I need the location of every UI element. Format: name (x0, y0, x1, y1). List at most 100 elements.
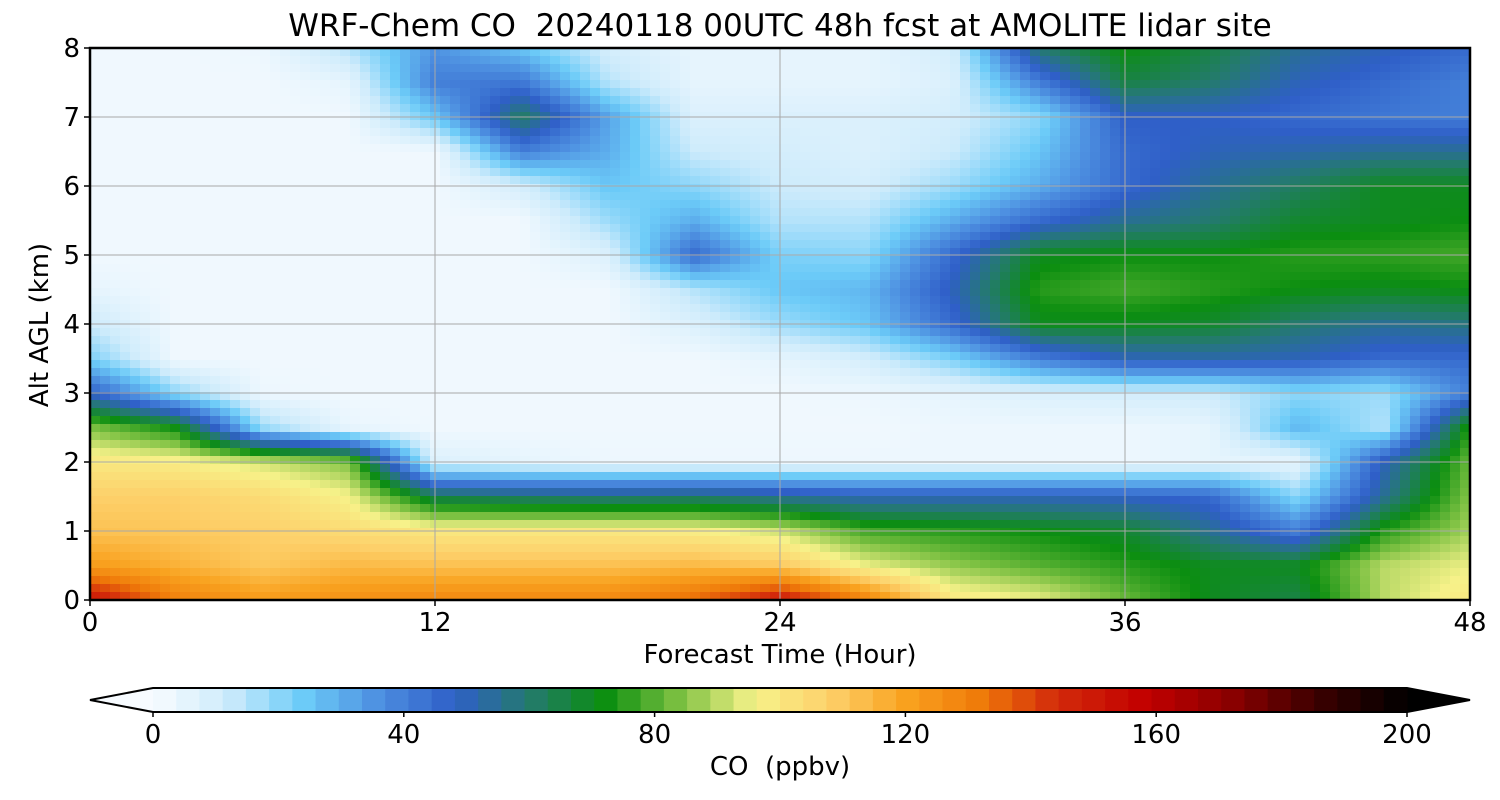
heat-cell (270, 248, 281, 257)
heat-cell (1090, 56, 1101, 65)
heat-cell (660, 280, 671, 289)
heat-cell (600, 80, 611, 89)
heat-cell (530, 104, 541, 113)
heat-cell (1030, 248, 1041, 257)
heat-cell (850, 144, 861, 153)
heat-cell (780, 136, 791, 145)
heat-cell (700, 200, 711, 209)
heat-cell (420, 112, 431, 121)
heat-cell (200, 288, 211, 297)
heat-cell (410, 168, 421, 177)
heat-cell (650, 328, 661, 337)
heat-cell (520, 248, 531, 257)
heat-cell (400, 96, 411, 105)
heat-cell (1310, 48, 1321, 57)
heat-cell (1250, 88, 1261, 97)
heat-cell (1300, 192, 1311, 201)
heat-cell (130, 176, 141, 185)
heat-cell (1320, 64, 1331, 73)
heat-cell (100, 224, 111, 233)
heat-cell (500, 256, 511, 265)
heat-cell (790, 144, 801, 153)
heat-cell (900, 216, 911, 225)
heat-cell (1270, 280, 1281, 289)
heat-cell (780, 224, 791, 233)
heat-cell (820, 64, 831, 73)
heat-cell (500, 120, 511, 129)
heat-cell (1390, 112, 1401, 121)
heat-cell (970, 160, 981, 169)
heat-cell (890, 80, 901, 89)
heat-cell (310, 280, 321, 289)
heat-cell (820, 240, 831, 249)
heat-cell (1040, 152, 1051, 161)
heat-cell (890, 296, 901, 305)
heat-cell (1280, 312, 1291, 321)
heat-cell (1220, 240, 1231, 249)
heat-cell (860, 288, 871, 297)
heat-cell (150, 72, 161, 81)
heat-cell (820, 184, 831, 193)
heat-cell (400, 176, 411, 185)
heat-cell (1090, 248, 1101, 257)
heat-cell (580, 96, 591, 105)
heat-cell (120, 328, 131, 337)
heat-cell (930, 200, 941, 209)
heat-cell (1250, 240, 1261, 249)
heat-cell (940, 200, 951, 209)
heat-cell (1440, 232, 1451, 241)
heat-cell (1280, 96, 1291, 105)
heat-cell (1350, 216, 1361, 225)
heat-cell (920, 240, 931, 249)
heat-cell (620, 232, 631, 241)
heat-cell (1260, 208, 1271, 217)
heat-cell (750, 104, 761, 113)
heat-cell (1390, 288, 1401, 297)
heat-cell (740, 312, 751, 321)
heat-cell (840, 176, 851, 185)
heat-cell (950, 288, 961, 297)
heat-cell (690, 184, 701, 193)
heat-cell (110, 272, 121, 281)
heat-cell (850, 160, 861, 169)
heat-cell (270, 232, 281, 241)
heat-cell (1400, 168, 1411, 177)
heat-cell (510, 96, 521, 105)
heat-cell (1370, 216, 1381, 225)
heat-cell (760, 216, 771, 225)
heat-cell (610, 232, 621, 241)
heat-cell (100, 272, 111, 281)
heat-cell (650, 72, 661, 81)
heat-cell (590, 168, 601, 177)
heat-cell (400, 288, 411, 297)
heat-cell (1330, 136, 1341, 145)
heat-cell (1380, 96, 1391, 105)
heat-cell (1240, 248, 1251, 257)
heat-cell (550, 272, 561, 281)
heat-cell (860, 128, 871, 137)
heat-cell (600, 144, 611, 153)
heat-cell (720, 48, 731, 57)
heat-cell (630, 96, 641, 105)
heat-cell (670, 288, 681, 297)
heat-cell (1100, 200, 1111, 209)
heat-cell (660, 168, 671, 177)
heat-cell (210, 304, 221, 313)
heat-cell (1220, 48, 1231, 57)
heat-cell (1110, 256, 1121, 265)
heat-cell (1150, 120, 1161, 129)
heat-cell (860, 136, 871, 145)
heat-cell (860, 112, 871, 121)
heat-cell (420, 272, 431, 281)
heat-cell (1390, 96, 1401, 105)
heat-cell (350, 312, 361, 321)
heat-cell (120, 48, 131, 57)
heat-cell (300, 328, 311, 337)
heat-cell (580, 192, 591, 201)
heat-cell (650, 240, 661, 249)
heat-cell (620, 184, 631, 193)
heat-cell (150, 304, 161, 313)
heat-cell (1140, 160, 1151, 169)
heat-cell (940, 296, 951, 305)
heat-cell (1370, 160, 1381, 169)
